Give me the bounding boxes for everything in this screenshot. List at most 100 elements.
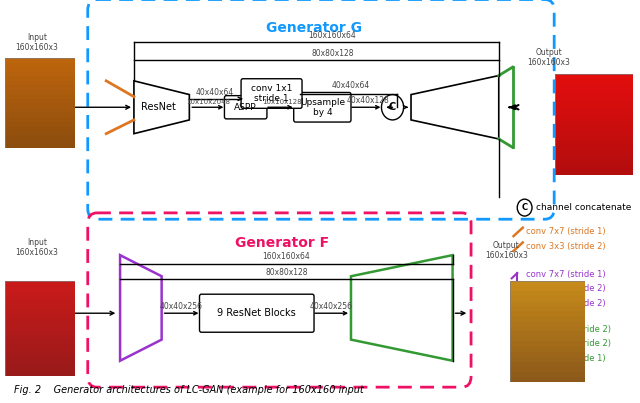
Bar [555,84,633,89]
Bar [510,321,585,326]
Bar [5,314,75,319]
Bar [510,337,585,341]
Bar [5,58,75,63]
Text: 40x40x64: 40x40x64 [195,88,234,97]
Bar [510,357,585,361]
Bar [5,319,75,324]
Text: Output
160x160x3: Output 160x160x3 [527,48,570,67]
Bar [5,63,75,67]
Bar [510,311,585,316]
FancyBboxPatch shape [225,96,267,119]
Bar [5,121,75,126]
Text: 160x160x64: 160x160x64 [262,252,310,262]
Bar [5,104,75,108]
FancyBboxPatch shape [200,294,314,332]
Text: Input
160x160x3: Input 160x160x3 [15,33,58,52]
Bar [5,131,75,135]
FancyBboxPatch shape [241,79,302,108]
Bar [555,155,633,160]
Bar [555,145,633,150]
Bar [5,353,75,357]
Bar [5,291,75,295]
Text: 80x80x128: 80x80x128 [265,268,308,277]
Bar [5,139,75,144]
Bar [555,165,633,170]
Text: Output
160x160x3: Output 160x160x3 [484,241,527,260]
Circle shape [381,95,404,120]
Bar [510,377,585,382]
Bar [5,112,75,117]
Text: Fig. 2    Generator architectures of LC-GAN (example for 160x160 input: Fig. 2 Generator architectures of LC-GAN… [14,384,364,395]
Bar [5,367,75,372]
Text: conv 7x7 (stride 1): conv 7x7 (stride 1) [527,354,606,363]
Bar [510,331,585,337]
Bar [555,120,633,125]
Text: Generator G: Generator G [266,21,362,35]
Bar [510,286,585,291]
Bar [510,306,585,311]
Text: conv 7x7 (stride 1): conv 7x7 (stride 1) [527,227,606,237]
Text: conv 3x3 (stride 2): conv 3x3 (stride 2) [527,285,606,293]
Bar [5,76,75,81]
Bar [5,295,75,300]
Text: 160x160x64: 160x160x64 [308,31,356,39]
Text: 10x10x2048: 10x10x2048 [186,99,230,105]
Polygon shape [411,76,499,139]
Bar [510,351,585,357]
Bar [555,100,633,104]
Bar [555,74,633,79]
Text: conv 7x7 (stride 1): conv 7x7 (stride 1) [527,270,606,278]
Bar [5,324,75,329]
Bar [555,94,633,100]
Text: channel concatenate: channel concatenate [536,203,631,212]
Bar [5,144,75,148]
Circle shape [517,199,532,216]
Bar [555,79,633,84]
Bar [5,126,75,131]
Text: ASPP: ASPP [234,103,257,112]
Bar [5,72,75,76]
Bar [5,343,75,348]
Bar [510,372,585,377]
Bar [5,286,75,291]
Bar [5,357,75,362]
Bar [510,347,585,351]
Text: Input
160x160x3: Input 160x160x3 [15,238,58,257]
Bar [5,67,75,72]
Text: Generator F: Generator F [235,236,329,250]
Text: 10x10x128: 10x10x128 [262,99,301,105]
Text: C: C [522,203,528,212]
Text: conv 3x3 (stride 2): conv 3x3 (stride 2) [527,242,606,251]
Text: 40x40x64: 40x40x64 [332,81,370,90]
Bar [510,341,585,347]
Bar [510,281,585,286]
Bar [555,160,633,165]
Text: 9 ResNet Blocks: 9 ResNet Blocks [218,308,296,318]
Bar [5,362,75,367]
Bar [5,348,75,353]
Bar [555,110,633,114]
Bar [555,114,633,120]
Bar [510,361,585,367]
Polygon shape [351,255,452,361]
Bar [555,150,633,155]
Bar [5,135,75,139]
Bar [555,135,633,140]
Text: dconv 3x3 (stride 2): dconv 3x3 (stride 2) [527,339,611,348]
Bar [555,140,633,145]
Bar [555,130,633,135]
Bar [555,125,633,130]
Text: C: C [389,102,396,112]
Bar [5,90,75,94]
Bar [5,281,75,286]
Bar [510,301,585,306]
Text: 40x40x256: 40x40x256 [159,302,202,311]
Text: conv 1x1
stride 1: conv 1x1 stride 1 [251,84,292,103]
Bar [5,94,75,99]
Bar [5,108,75,112]
Bar [510,326,585,331]
Bar [5,305,75,310]
FancyBboxPatch shape [294,92,351,122]
Polygon shape [120,255,162,361]
Bar [510,291,585,296]
